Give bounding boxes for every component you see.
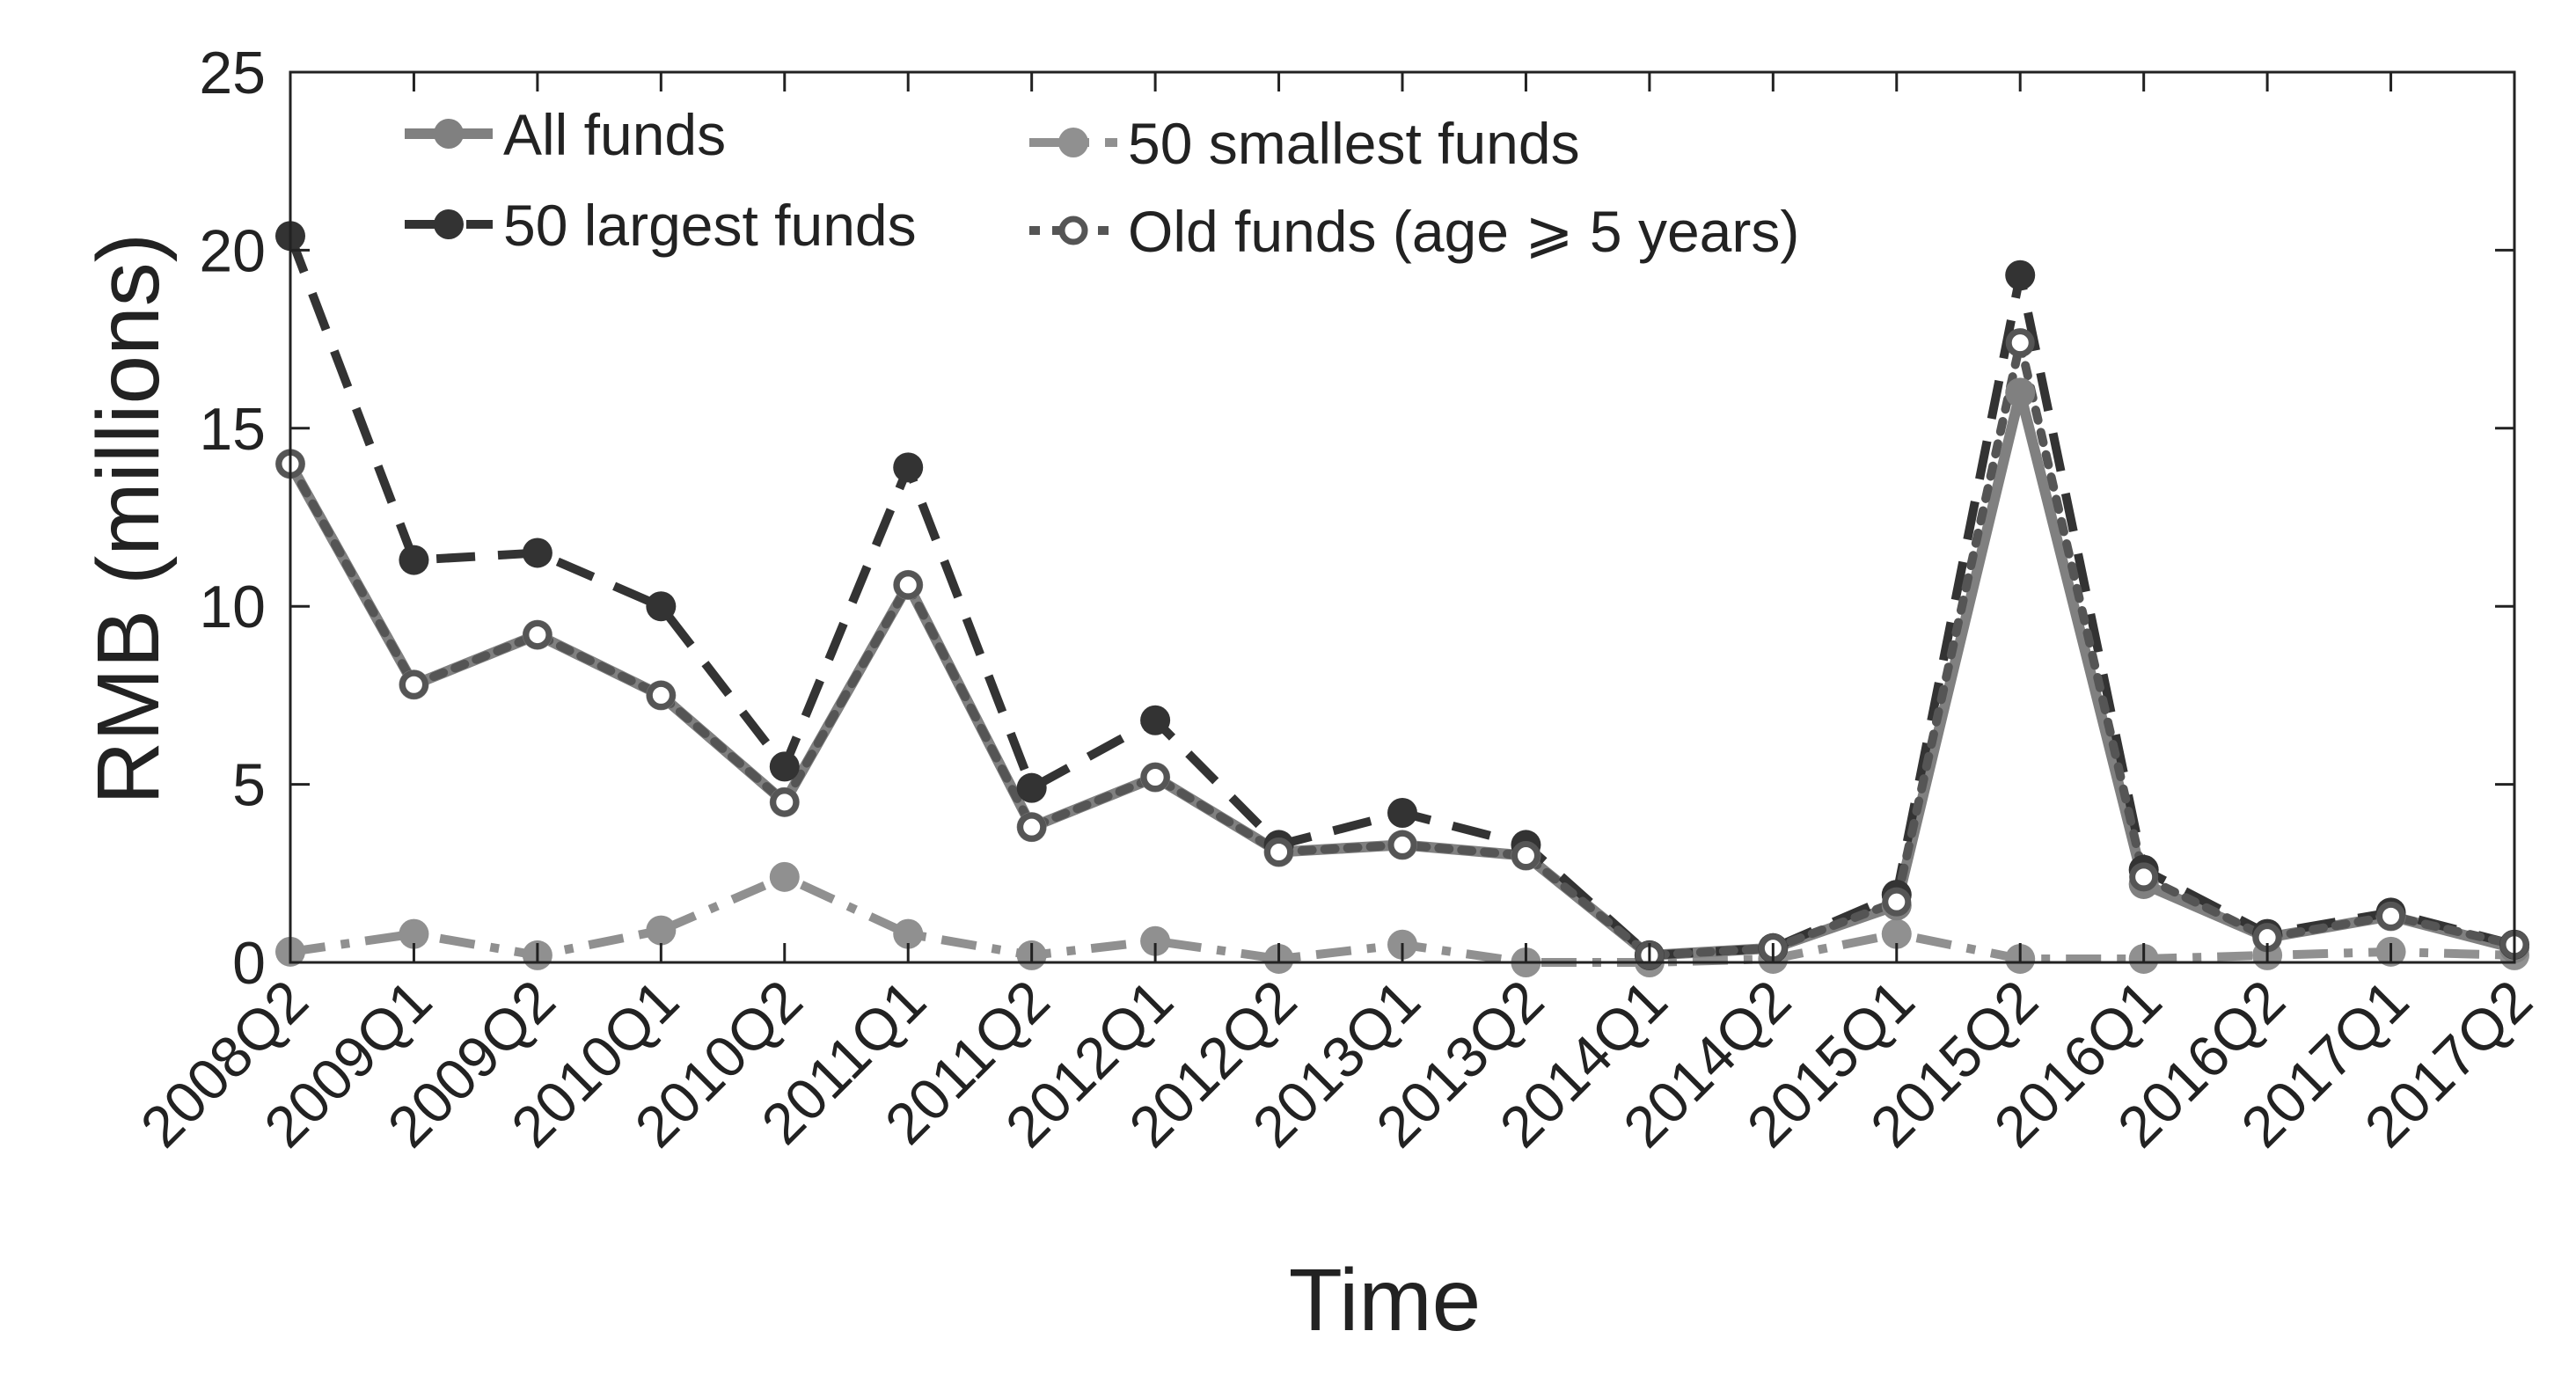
data-point — [1882, 887, 1912, 917]
legend-marker — [1058, 216, 1088, 245]
data-point — [2129, 862, 2159, 892]
data-point — [646, 915, 677, 946]
legend-label: 50 largest funds — [503, 193, 917, 258]
data-point — [1387, 797, 1417, 828]
data-point — [399, 918, 429, 949]
data-point — [2005, 260, 2036, 290]
y-tick-label: 0 — [232, 930, 266, 997]
data-point — [770, 787, 800, 817]
y-tick-label: 15 — [199, 396, 266, 463]
data-point — [1140, 763, 1170, 793]
y-tick-label: 10 — [199, 574, 266, 640]
y-tick-label: 5 — [232, 752, 266, 819]
data-point — [2005, 328, 2035, 358]
data-point — [1140, 705, 1171, 735]
data-point — [1017, 812, 1047, 842]
data-point — [1881, 918, 1912, 949]
y-tick-label: 25 — [199, 40, 266, 106]
legend: All funds 50 largest funds 50 smallest fun… — [405, 102, 1799, 264]
legend-label: 50 smallest funds — [1128, 111, 1580, 176]
data-point — [1264, 837, 1294, 867]
data-point — [893, 452, 924, 483]
data-point — [522, 538, 553, 568]
data-point — [1016, 772, 1047, 803]
data-point — [399, 545, 429, 575]
data-point — [769, 751, 800, 782]
x-axis-title: Time — [1289, 1251, 1482, 1349]
data-point — [523, 620, 553, 650]
data-point — [1387, 830, 1417, 859]
plot-area — [275, 221, 2529, 977]
data-point — [1140, 925, 1171, 956]
y-axis-title: RMB (millions) — [79, 233, 178, 805]
data-point — [893, 918, 924, 949]
data-point — [646, 591, 677, 622]
legend-label: Old funds (age ⩾ 5 years) — [1128, 199, 1799, 264]
legend-marker — [434, 209, 464, 239]
data-point — [399, 669, 428, 699]
data-point — [893, 570, 923, 600]
data-point — [2005, 377, 2036, 408]
data-point — [1511, 841, 1540, 871]
data-point — [769, 861, 800, 892]
data-point — [646, 680, 676, 710]
y-tick-label: 20 — [199, 217, 266, 284]
legend-marker — [434, 119, 464, 149]
data-point — [2376, 901, 2406, 931]
legend-label: All funds — [503, 102, 726, 167]
legend-marker — [1058, 128, 1088, 157]
